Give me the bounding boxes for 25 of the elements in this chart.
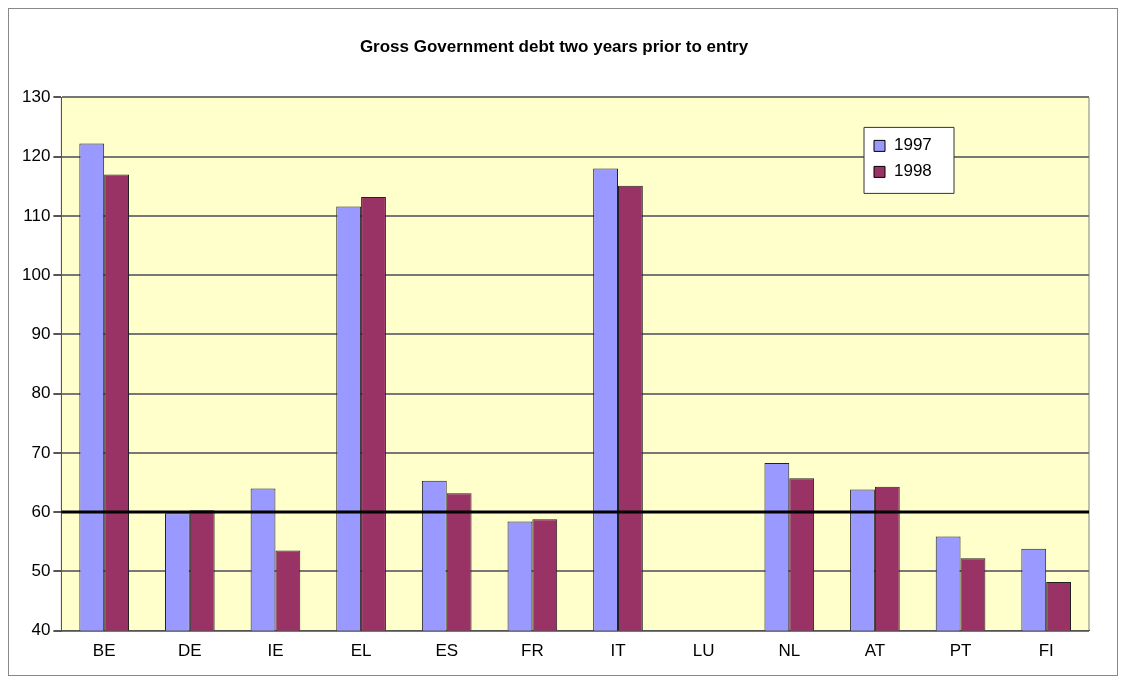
x-tick-label: PT	[949, 641, 972, 661]
x-tick-label: EL	[350, 641, 372, 661]
x-tick-label: AT	[864, 641, 886, 661]
y-tick-label: 40	[31, 620, 51, 640]
y-tick-label: 130	[21, 87, 51, 107]
chart-title: Gross Government debt two years prior to entry	[359, 36, 749, 56]
x-tick-label: NL	[778, 641, 801, 661]
x-tick-label: FI	[1038, 641, 1054, 661]
x-tick-label: IE	[267, 641, 284, 661]
y-tick-label: 120	[21, 146, 51, 166]
x-tick-label: BE	[92, 641, 116, 661]
legend-label: 1998	[894, 161, 932, 181]
y-tick-label: 90	[31, 324, 51, 344]
x-tick-label: DE	[178, 641, 202, 661]
y-tick-label: 70	[31, 442, 51, 462]
x-tick-label: IT	[610, 641, 626, 661]
y-tick-label: 60	[31, 501, 51, 521]
x-tick-label: FR	[521, 641, 544, 661]
y-tick-label: 80	[31, 383, 51, 403]
legend-label: 1997	[894, 135, 932, 155]
y-tick-label: 110	[23, 205, 51, 225]
x-tick-label: LU	[692, 641, 715, 661]
y-tick-label: 100	[21, 264, 51, 284]
y-tick-label: 50	[31, 561, 51, 581]
x-tick-label: ES	[435, 641, 459, 661]
